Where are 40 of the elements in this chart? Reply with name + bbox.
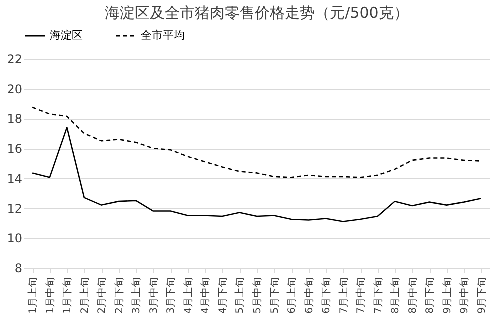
y-tick-label: 20 bbox=[7, 82, 22, 96]
line-series bbox=[32, 127, 482, 222]
x-tick-label: 8月中旬 bbox=[406, 278, 419, 314]
x-tick-label: 2月中旬 bbox=[96, 278, 108, 314]
x-tick-label: 6月下旬 bbox=[320, 278, 333, 314]
x-tick-label: 4月上旬 bbox=[182, 278, 194, 314]
y-tick-label: 8 bbox=[14, 262, 22, 276]
x-tick-label: 5月下旬 bbox=[268, 278, 281, 314]
y-tick-label: 12 bbox=[7, 202, 22, 216]
x-tick-label: 3月中旬 bbox=[148, 278, 160, 314]
x-tick-label: 9月上旬 bbox=[441, 278, 454, 314]
chart-title: 海淀区及全市猪肉零售价格走势（元/500克） bbox=[105, 4, 409, 22]
x-tick-label: 2月上旬 bbox=[78, 278, 91, 314]
x-tick-label: 6月上旬 bbox=[286, 278, 298, 314]
x-tick-label: 9月中旬 bbox=[458, 278, 471, 314]
y-tick-label: 14 bbox=[7, 172, 22, 186]
x-tick-label: 2月下旬 bbox=[113, 278, 126, 314]
x-tick-label: 3月下旬 bbox=[165, 278, 178, 314]
x-tick-label: 7月上旬 bbox=[338, 278, 350, 314]
x-tick-label: 3月上旬 bbox=[130, 278, 143, 314]
x-tick-label: 8月下旬 bbox=[424, 278, 436, 314]
legend-label: 全市平均 bbox=[141, 29, 185, 42]
x-tick-label: 7月下旬 bbox=[372, 278, 384, 314]
y-tick-label: 18 bbox=[7, 112, 22, 126]
x-tick-label: 1月上旬 bbox=[27, 278, 40, 314]
y-tick-label: 10 bbox=[7, 232, 22, 246]
x-tick-label: 5月中旬 bbox=[252, 278, 264, 314]
x-tick-label: 9月下旬 bbox=[476, 278, 488, 314]
legend-label: 海淀区 bbox=[50, 29, 83, 42]
line-series bbox=[32, 106, 482, 178]
x-tick-label: 7月中旬 bbox=[355, 278, 368, 314]
x-tick-label: 4月中旬 bbox=[200, 278, 212, 314]
x-tick-label: 1月中旬 bbox=[44, 278, 56, 314]
y-tick-label: 16 bbox=[7, 142, 22, 156]
y-tick-label: 22 bbox=[7, 52, 22, 66]
x-tick-label: 4月下旬 bbox=[216, 278, 229, 314]
x-tick-label: 8月上旬 bbox=[390, 278, 402, 314]
x-tick-label: 5月上旬 bbox=[234, 278, 246, 314]
x-tick-label: 6月中旬 bbox=[303, 278, 316, 314]
x-tick-label: 1月下旬 bbox=[62, 278, 74, 314]
